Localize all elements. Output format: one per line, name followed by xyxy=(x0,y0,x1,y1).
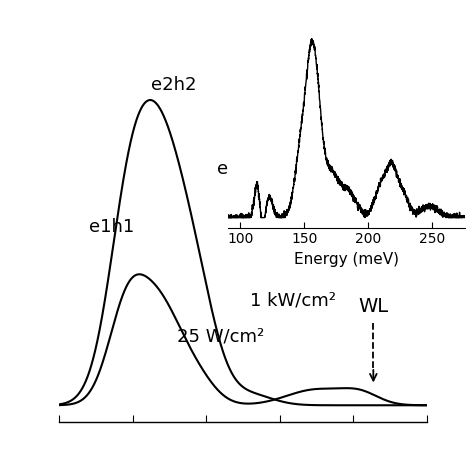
X-axis label: Energy (meV): Energy (meV) xyxy=(293,252,399,267)
Text: e2h2: e2h2 xyxy=(151,76,197,94)
Text: 25 W/cm²: 25 W/cm² xyxy=(177,328,264,346)
Text: e3h3: e3h3 xyxy=(217,160,263,178)
Text: WL: WL xyxy=(358,297,388,316)
Text: e1h1: e1h1 xyxy=(89,218,134,236)
Text: 1 kW/cm²: 1 kW/cm² xyxy=(250,291,336,309)
